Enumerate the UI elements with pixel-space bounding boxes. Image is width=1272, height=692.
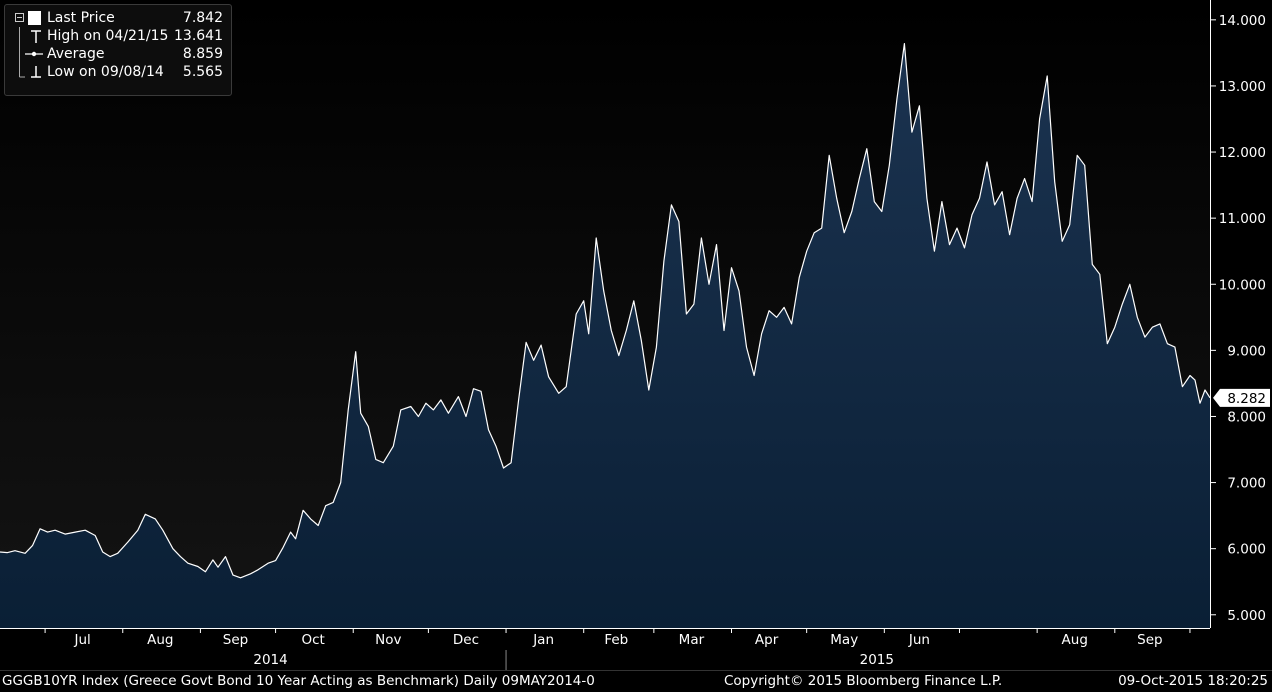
x-year-label: 2015 bbox=[860, 652, 894, 668]
legend-item-last-price: Last Price 7.842 bbox=[5, 9, 231, 27]
x-tick-label: Sep bbox=[1137, 632, 1162, 648]
last-value-box bbox=[1213, 388, 1270, 407]
x-tick-label: Jan bbox=[532, 632, 554, 648]
y-tick-label: 10.000 bbox=[1219, 277, 1266, 293]
legend-value: 13.641 bbox=[174, 28, 223, 44]
last-price-swatch-icon bbox=[28, 11, 41, 25]
low-marker-icon bbox=[19, 63, 41, 78]
legend-item-average: Average 8.859 bbox=[5, 45, 231, 63]
series-area bbox=[0, 43, 1210, 629]
footer-ticker: GGGB10YR Index (Greece Govt Bond 10 Year… bbox=[2, 673, 595, 689]
last-value-label: 8.282 bbox=[1227, 391, 1266, 407]
x-tick-label: May bbox=[830, 632, 858, 648]
footer-timestamp: 09-Oct-2015 18:20:25 bbox=[1118, 673, 1268, 689]
y-tick-label: 11.000 bbox=[1219, 211, 1266, 227]
y-tick-label: 6.000 bbox=[1227, 542, 1266, 558]
x-tick-label: Aug bbox=[147, 632, 173, 648]
x-tick-label: Nov bbox=[375, 632, 401, 648]
last-value-marker: 8.282 bbox=[1213, 388, 1270, 407]
x-tick-label: Sep bbox=[223, 632, 248, 648]
legend-label: Low on 09/08/14 bbox=[47, 64, 164, 80]
legend: Last Price 7.842 High on 04/21/15 13.641… bbox=[4, 4, 232, 96]
y-tick-label: 12.000 bbox=[1219, 145, 1266, 161]
x-tick-label: Oct bbox=[301, 632, 324, 648]
legend-label: Last Price bbox=[47, 10, 115, 26]
x-tick-label: Mar bbox=[679, 632, 705, 648]
legend-item-high: High on 04/21/15 13.641 bbox=[5, 27, 231, 45]
average-marker-icon bbox=[19, 45, 43, 63]
x-tick-label: Dec bbox=[453, 632, 479, 648]
x-year-label: 2014 bbox=[253, 652, 287, 668]
y-tick-label: 5.000 bbox=[1227, 608, 1266, 624]
legend-value: 5.565 bbox=[182, 64, 223, 80]
x-tick-label: Apr bbox=[755, 632, 779, 648]
legend-label: High on 04/21/15 bbox=[47, 28, 169, 44]
legend-label: Average bbox=[47, 46, 105, 62]
footer-copyright: Copyright© 2015 Bloomberg Finance L.P. bbox=[724, 673, 1003, 689]
x-tick-label: Jul bbox=[74, 632, 91, 648]
x-tick-label: Jun bbox=[908, 632, 930, 648]
x-tick-label: Aug bbox=[1062, 632, 1088, 648]
legend-item-low: Low on 09/08/14 5.565 bbox=[5, 63, 231, 81]
y-tick-label: 14.000 bbox=[1219, 13, 1266, 29]
y-tick-label: 8.000 bbox=[1227, 409, 1266, 425]
legend-value: 7.842 bbox=[182, 10, 223, 26]
y-tick-label: 7.000 bbox=[1227, 476, 1266, 492]
y-tick-label: 9.000 bbox=[1227, 343, 1266, 359]
collapse-box-icon[interactable] bbox=[15, 9, 43, 27]
y-tick-label: 13.000 bbox=[1219, 79, 1266, 95]
legend-value: 8.859 bbox=[182, 46, 223, 62]
x-tick-label: Feb bbox=[604, 632, 628, 648]
series-line bbox=[0, 43, 1211, 579]
high-marker-icon bbox=[19, 27, 41, 45]
